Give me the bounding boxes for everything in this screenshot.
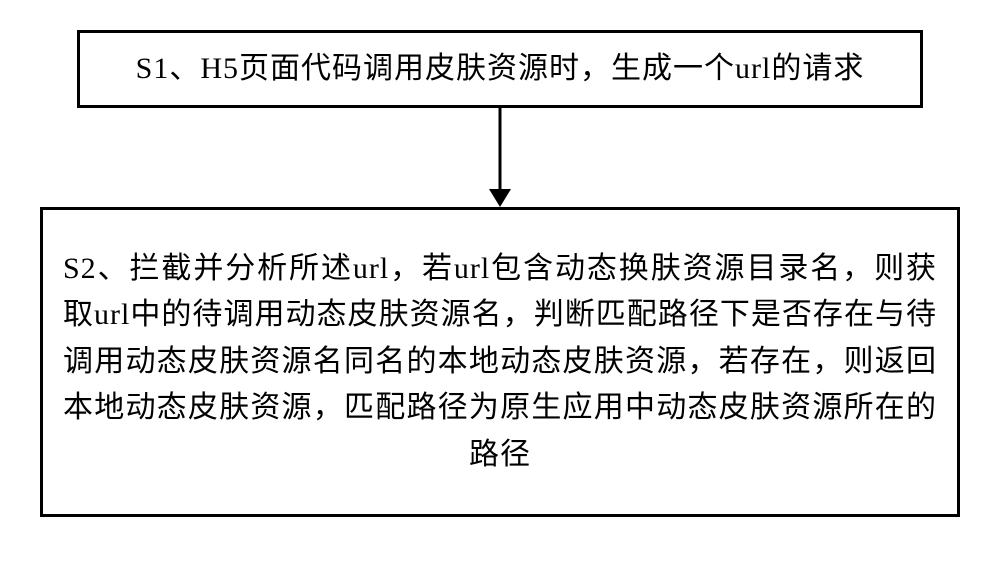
- node-s2: S2、拦截并分析所述url，若url包含动态换肤资源目录名，则获取url中的待调…: [40, 207, 960, 517]
- flowchart-canvas: S1、H5页面代码调用皮肤资源时，生成一个url的请求 S2、拦截并分析所述url…: [0, 0, 1000, 561]
- edge-s1-s2: [478, 108, 522, 207]
- node-s1: S1、H5页面代码调用皮肤资源时，生成一个url的请求: [77, 30, 923, 108]
- node-s1-text: S1、H5页面代码调用皮肤资源时，生成一个url的请求: [80, 46, 920, 93]
- node-s2-text: S2、拦截并分析所述url，若url包含动态换肤资源目录名，则获取url中的待调…: [43, 246, 957, 479]
